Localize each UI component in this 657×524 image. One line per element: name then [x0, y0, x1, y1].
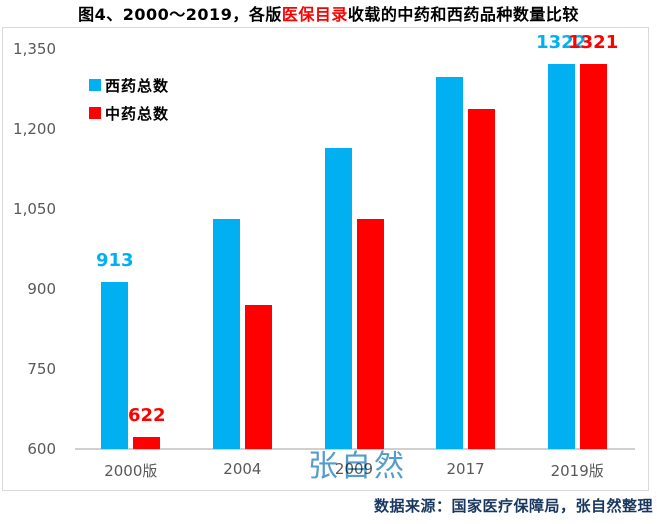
plot-frame: 西药总数 中药总数 1,350 1,200 1,050 900 750 600 913 132… — [2, 27, 649, 491]
bar-value-label: 1321 — [568, 32, 619, 54]
bar-西药总数-2004 — [212, 219, 240, 449]
bar-西药总数-2019版 — [547, 63, 575, 449]
legend: 西药总数 中药总数 — [89, 74, 169, 130]
x-axis-line — [75, 448, 635, 450]
y-axis-tick-label: 1,200 — [13, 120, 56, 138]
x-axis-category-label: 2017 — [446, 460, 485, 478]
chart-title-highlight: 医保目录 — [281, 5, 348, 24]
x-axis-category-label: 2004 — [223, 460, 262, 478]
bar-value-label: 913 — [96, 250, 134, 272]
legend-item-chinese: 中药总数 — [89, 102, 169, 124]
watermark: 张自然 — [308, 449, 407, 484]
bar-value-label: 1322 — [536, 31, 587, 53]
legend-item-western: 西药总数 — [89, 74, 169, 96]
bar-西药总数-2009 — [324, 148, 352, 449]
bar-value-label: 622 — [128, 405, 166, 427]
chart-title: 图4、2000～2019，各版医保目录收载的中药和西药品种数量比较 — [0, 1, 657, 25]
bar-中药总数-2019版 — [579, 64, 607, 449]
legend-label-chinese: 中药总数 — [105, 104, 170, 123]
legend-swatch-chinese — [89, 107, 101, 119]
bar-西药总数-2017 — [436, 77, 464, 449]
chart-title-suffix: 收载的中药和西药品种数量比较 — [347, 5, 579, 24]
x-axis-category-label: 2000版 — [104, 462, 158, 480]
y-axis-tick-label: 900 — [27, 280, 56, 298]
y-axis-tick-label: 1,050 — [13, 200, 56, 218]
bar-中药总数-2017 — [468, 108, 496, 449]
bar-中药总数-2000版 — [133, 437, 161, 449]
bar-西药总数-2000版 — [101, 282, 129, 449]
legend-label-western: 西药总数 — [105, 76, 170, 95]
legend-swatch-western — [89, 79, 101, 91]
chart-title-prefix: 图4、2000～2019，各版 — [78, 5, 282, 24]
y-axis-tick-label: 1,350 — [13, 40, 56, 58]
data-source-caption: 数据来源：国家医疗保障局，张自然整理 — [373, 497, 653, 515]
x-axis-category-label: 2009 — [334, 460, 374, 478]
bar-中药总数-2004 — [244, 305, 272, 449]
y-axis-tick-label: 600 — [27, 440, 56, 458]
y-axis-tick-label: 750 — [27, 360, 56, 378]
x-axis-category-label: 2019版 — [550, 462, 604, 480]
bar-中药总数-2009 — [356, 218, 384, 449]
